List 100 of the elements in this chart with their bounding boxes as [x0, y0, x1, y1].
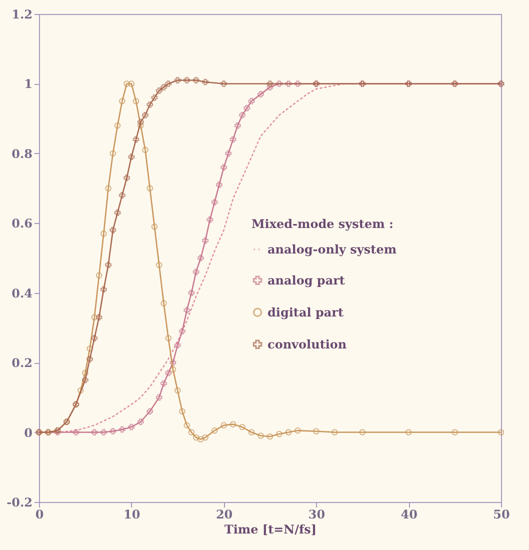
point	[105, 185, 112, 192]
point	[142, 112, 148, 118]
point	[165, 335, 172, 342]
point	[174, 387, 181, 394]
point	[100, 230, 107, 237]
point	[216, 182, 222, 188]
point	[160, 300, 167, 306]
y-tick-label: 1.2	[12, 8, 32, 22]
point	[82, 376, 88, 384]
point	[230, 136, 236, 143]
point	[170, 366, 176, 373]
point	[151, 223, 158, 230]
point	[128, 154, 135, 160]
point	[184, 77, 190, 84]
point	[258, 432, 264, 439]
point	[202, 434, 208, 441]
x-tick-label: 40	[400, 508, 418, 522]
point	[119, 426, 126, 433]
point	[188, 290, 195, 296]
point	[114, 122, 121, 129]
point	[452, 429, 458, 436]
y-tick-label: 1	[24, 77, 32, 92]
point	[165, 370, 172, 376]
point	[202, 78, 208, 86]
point	[137, 122, 144, 129]
point	[72, 429, 80, 436]
point	[266, 80, 274, 87]
point	[198, 254, 204, 262]
point	[179, 328, 186, 334]
point	[165, 80, 172, 87]
point	[132, 98, 140, 104]
point	[156, 394, 162, 401]
point	[151, 94, 158, 101]
y-tick-label: 0.4	[12, 286, 32, 300]
point	[174, 77, 181, 84]
point	[132, 136, 140, 143]
point	[285, 80, 292, 87]
point	[160, 380, 167, 387]
point	[142, 146, 148, 154]
legend-label: convolution	[268, 337, 347, 352]
point	[128, 424, 135, 430]
point	[146, 185, 154, 192]
point	[91, 335, 98, 342]
point	[110, 150, 116, 157]
point	[248, 429, 255, 436]
point	[206, 216, 214, 223]
y-tick-label: 0.8	[12, 146, 32, 161]
point	[276, 80, 282, 87]
legend-label: digital part	[268, 305, 344, 320]
point	[405, 429, 412, 436]
point	[285, 429, 292, 436]
point	[192, 434, 200, 441]
point	[184, 307, 190, 314]
point	[294, 427, 301, 434]
y-tick-label: 0	[24, 426, 32, 440]
point	[91, 429, 98, 436]
point	[110, 428, 116, 434]
annotation: Mixed-mode system :	[252, 216, 394, 231]
point	[170, 359, 176, 366]
point	[276, 430, 282, 438]
point	[119, 98, 126, 104]
x-tick-label: 10	[124, 508, 140, 522]
point	[105, 262, 112, 268]
point	[128, 80, 135, 87]
point	[188, 429, 195, 436]
point	[225, 150, 232, 157]
point	[137, 118, 144, 126]
point	[110, 226, 116, 234]
point	[192, 268, 200, 276]
point	[137, 418, 144, 425]
point	[211, 199, 218, 206]
point	[239, 112, 246, 118]
point	[244, 104, 250, 112]
point	[332, 429, 338, 436]
y-tick-label: 0.2	[12, 356, 32, 370]
point	[77, 387, 84, 394]
point	[220, 164, 227, 171]
point	[156, 262, 162, 268]
point	[313, 428, 320, 434]
point	[100, 286, 107, 293]
point	[156, 88, 162, 94]
point	[96, 314, 102, 320]
x-tick-label: 0	[35, 508, 44, 522]
point	[160, 84, 167, 90]
point	[220, 80, 227, 87]
point	[220, 422, 227, 428]
x-tick-label: 50	[493, 508, 510, 522]
point	[248, 98, 255, 104]
point	[124, 174, 130, 181]
point	[100, 429, 107, 436]
point	[266, 84, 274, 90]
point	[258, 91, 264, 98]
point	[96, 272, 102, 279]
legend-label: analog-only system	[268, 242, 397, 256]
point	[146, 408, 154, 415]
point	[184, 422, 190, 428]
point	[86, 345, 93, 352]
point	[359, 429, 366, 436]
point	[239, 424, 246, 430]
point	[114, 210, 121, 216]
